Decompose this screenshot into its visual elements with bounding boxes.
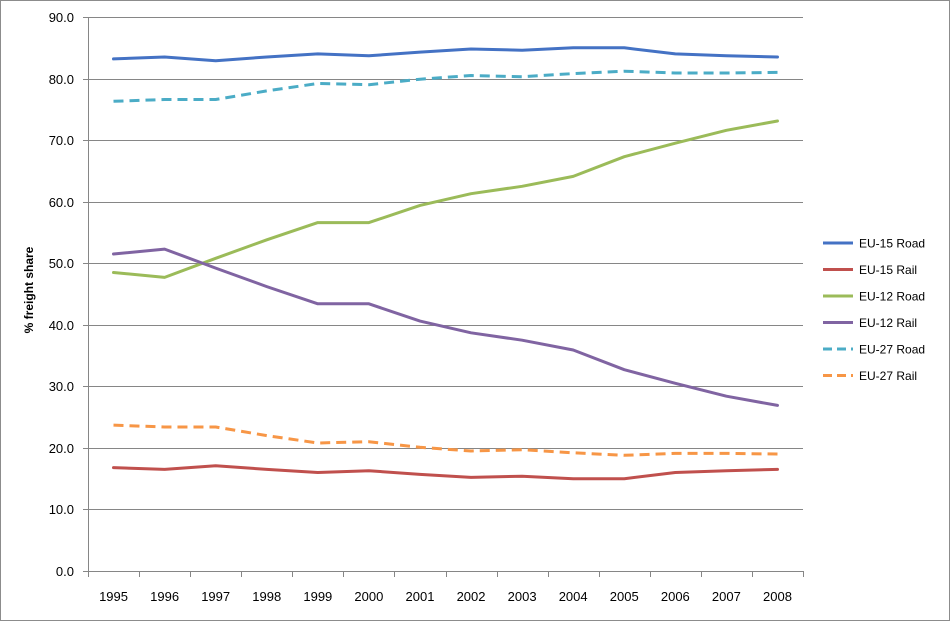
y-tick-label: 10.0 (49, 502, 74, 517)
y-tick-label: 80.0 (49, 72, 74, 87)
x-tick-label: 1996 (150, 589, 179, 604)
series-line-eu-27-rail (113, 423, 778, 457)
y-tick-label: 0.0 (56, 564, 74, 579)
legend-entry-label: EU-27 Road (859, 343, 925, 357)
y-tick-label: 70.0 (49, 133, 74, 148)
x-tick-label: 2000 (354, 589, 383, 604)
legend: EU-15 Road EU-15 Rail EU-12 Road EU-12 Rail… (823, 237, 925, 383)
x-tick-label: 2007 (712, 589, 741, 604)
x-tick-label: 2002 (457, 589, 486, 604)
x-tick-label: 2004 (559, 589, 588, 604)
y-tick-label: 60.0 (49, 195, 74, 210)
legend-entry-label: EU-27 Rail (859, 369, 917, 383)
series-lines (112, 46, 779, 481)
y-tick-label: 40.0 (49, 318, 74, 333)
y-tick-label: 50.0 (49, 256, 74, 271)
x-tick-label: 2008 (763, 589, 792, 604)
series-line-eu-15-rail (112, 464, 779, 481)
x-tick-label: 2001 (406, 589, 435, 604)
series-line-eu-12-rail (112, 247, 779, 407)
y-tick-label: 20.0 (49, 441, 74, 456)
y-tick-label: 90.0 (49, 10, 74, 25)
x-tick-label: 2003 (508, 589, 537, 604)
series-line-eu-27-road (113, 69, 778, 103)
x-tick-labels: 1995 1996 1997 1998 1999 2000 2001 2002 2003 2004… (99, 589, 792, 604)
gridlines (88, 17, 803, 510)
legend-entry-label: EU-15 Rail (859, 263, 917, 277)
x-tick-label: 2005 (610, 589, 639, 604)
y-tick-labels: 0.0 10.0 20.0 30.0 40.0 50.0 60.0 70.0 80.0 90.0 (49, 10, 74, 579)
x-tick-label: 1995 (99, 589, 128, 604)
y-axis-label: % freight share (22, 246, 36, 333)
y-tick-label: 30.0 (49, 379, 74, 394)
x-tick-label: 2006 (661, 589, 690, 604)
series-line-eu-15-road (112, 46, 779, 63)
x-tick-label: 1997 (201, 589, 230, 604)
legend-entry-label: EU-15 Road (859, 237, 925, 251)
series-line-eu-12-road (112, 119, 779, 279)
x-tick-label: 1999 (303, 589, 332, 604)
legend-entry-label: EU-12 Rail (859, 316, 917, 330)
x-tick-label: 1998 (252, 589, 281, 604)
axes (83, 17, 804, 577)
legend-entry-label: EU-12 Road (859, 290, 925, 304)
